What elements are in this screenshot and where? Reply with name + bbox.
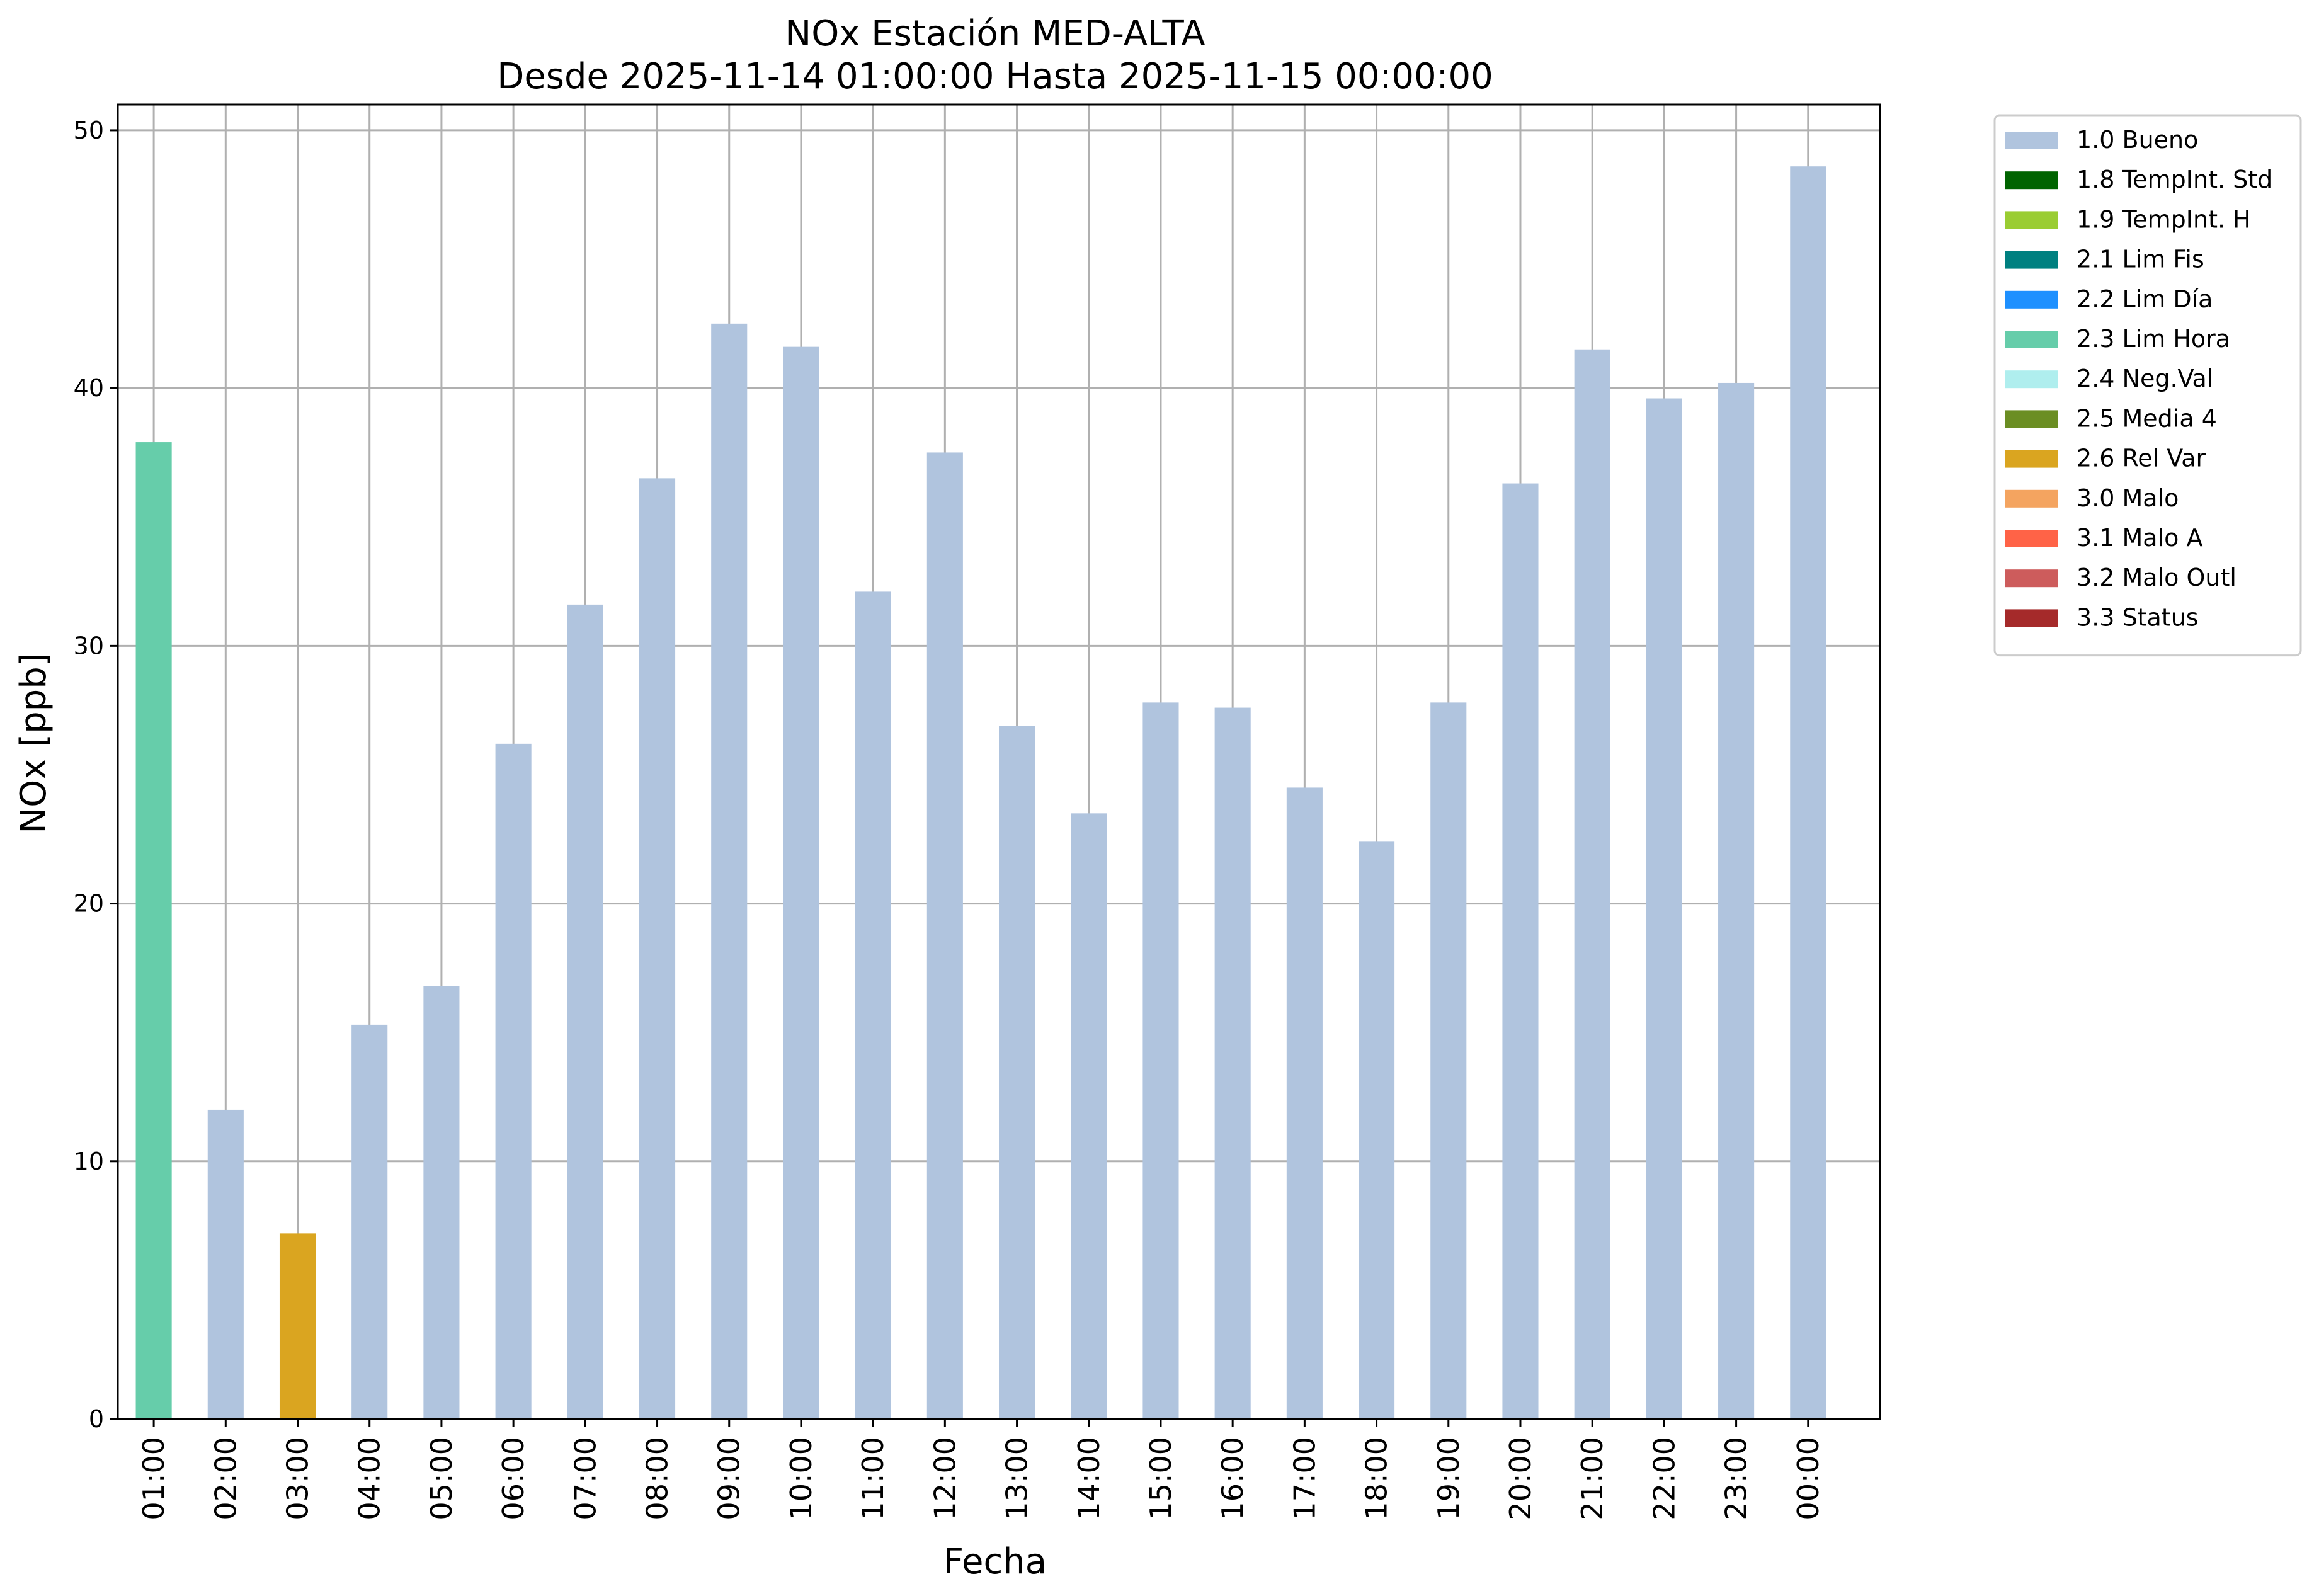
bar-0600 (495, 743, 532, 1419)
x-tick-label: 20:00 (1503, 1437, 1537, 1520)
legend-swatch (2005, 171, 2058, 190)
x-tick-label: 05:00 (424, 1437, 459, 1520)
bar-1800 (1359, 841, 1395, 1419)
x-tick-label: 22:00 (1647, 1437, 1681, 1520)
y-tick-label: 30 (74, 632, 104, 659)
x-tick-label: 04:00 (353, 1437, 387, 1520)
bar-1600 (1214, 707, 1251, 1419)
legend-label: 3.2 Malo Outl (2077, 564, 2236, 591)
legend-swatch (2005, 331, 2058, 348)
bar-2200 (1646, 398, 1682, 1419)
y-tick-label: 40 (74, 374, 104, 402)
legend-swatch (2005, 290, 2058, 309)
x-tick-label: 12:00 (928, 1437, 962, 1520)
legend-swatch (2005, 450, 2058, 468)
legend-label: 2.3 Lim Hora (2077, 325, 2230, 353)
bars (135, 166, 1826, 1420)
x-tick-label: 02:00 (208, 1437, 242, 1520)
legend-swatch (2005, 489, 2058, 508)
legend-label: 1.8 TempInt. Std (2077, 166, 2272, 193)
x-tick-label: 06:00 (496, 1437, 530, 1520)
x-tick-label: 07:00 (568, 1437, 602, 1520)
legend-swatch (2005, 370, 2058, 389)
bar-1500 (1142, 702, 1179, 1419)
x-tick-label: 09:00 (712, 1437, 746, 1520)
legend-swatch (2005, 530, 2058, 547)
bar-1100 (855, 591, 891, 1419)
bar-0100 (135, 442, 172, 1420)
bar-0200 (207, 1109, 244, 1419)
bar-1700 (1286, 787, 1323, 1419)
bar-0000 (1790, 166, 1826, 1419)
bar-0300 (279, 1233, 316, 1419)
legend-swatch (2005, 609, 2058, 627)
bar-1200 (926, 452, 963, 1419)
bar-2100 (1574, 349, 1610, 1419)
legend-label: 2.1 Lim Fis (2077, 246, 2204, 273)
x-tick-label: 16:00 (1216, 1437, 1250, 1520)
legend-swatch (2005, 211, 2058, 229)
legend-label: 1.0 Bueno (2077, 126, 2198, 154)
y-tick-label: 10 (74, 1148, 104, 1175)
bar-0400 (351, 1024, 388, 1419)
legend-label: 1.9 TempInt. H (2077, 205, 2251, 233)
legend: 1.0 Bueno 1.8 TempInt. Std 1.9 TempInt. H 2… (1993, 114, 2302, 657)
x-tick-label: 18:00 (1360, 1437, 1394, 1520)
x-tick-label: 11:00 (856, 1437, 890, 1520)
legend-label: 3.3 Status (2077, 603, 2199, 631)
legend-label: 2.4 Neg.Val (2077, 365, 2213, 392)
y-tick-label: 50 (74, 117, 104, 144)
y-tick-label: 0 (89, 1405, 104, 1433)
plot-area-frame (117, 103, 1881, 1420)
bar-2300 (1718, 382, 1755, 1420)
bar-1900 (1430, 702, 1467, 1419)
x-tick-label: 14:00 (1072, 1437, 1106, 1520)
bar-1000 (783, 346, 819, 1419)
legend-label: 3.1 Malo A (2077, 524, 2202, 552)
x-tick-label: 17:00 (1287, 1437, 1321, 1520)
x-tick-label: 00:00 (1791, 1437, 1825, 1520)
bar-0700 (567, 604, 603, 1419)
x-axis-label: Fecha (943, 1541, 1047, 1582)
legend-label: 2.6 Rel Var (2077, 445, 2206, 472)
x-axis-ticks: 01:00 02:00 03:00 04:00 05:00 06:00 07:00 08:00… (137, 1419, 1825, 1520)
y-axis-label: NOx [ppb] (13, 653, 54, 833)
legend-label: 3.0 Malo (2077, 484, 2179, 512)
legend-swatch (2005, 569, 2058, 588)
x-tick-label: 19:00 (1432, 1437, 1466, 1520)
bar-0800 (639, 478, 676, 1419)
y-tick-label: 20 (74, 890, 104, 918)
chart-title: NOx Estación MED-ALTA (785, 13, 1205, 54)
bar-1400 (1071, 813, 1107, 1419)
bar-0900 (711, 323, 748, 1420)
x-tick-label: 08:00 (641, 1437, 675, 1520)
legend-swatch (2005, 132, 2058, 149)
x-tick-label: 13:00 (1000, 1437, 1034, 1520)
bar-2000 (1502, 483, 1539, 1419)
legend-swatch (2005, 410, 2058, 428)
x-tick-label: 03:00 (281, 1437, 315, 1520)
x-tick-label: 10:00 (784, 1437, 818, 1520)
chart-subtitle: Desde 2025-11-14 01:00:00 Hasta 2025-11-… (497, 56, 1493, 97)
bar-1300 (999, 726, 1035, 1419)
y-axis-ticks: 0 10 20 30 40 50 (74, 117, 118, 1433)
legend-swatch (2005, 251, 2058, 269)
x-tick-label: 15:00 (1144, 1437, 1178, 1520)
legend-box (1993, 114, 2302, 657)
x-tick-label: 01:00 (137, 1437, 171, 1520)
bar-0500 (423, 986, 460, 1419)
x-tick-label: 21:00 (1575, 1437, 1609, 1520)
legend-label: 2.2 Lim Día (2077, 285, 2213, 313)
x-tick-label: 23:00 (1719, 1437, 1753, 1520)
legend-label: 2.5 Media 4 (2077, 404, 2217, 432)
